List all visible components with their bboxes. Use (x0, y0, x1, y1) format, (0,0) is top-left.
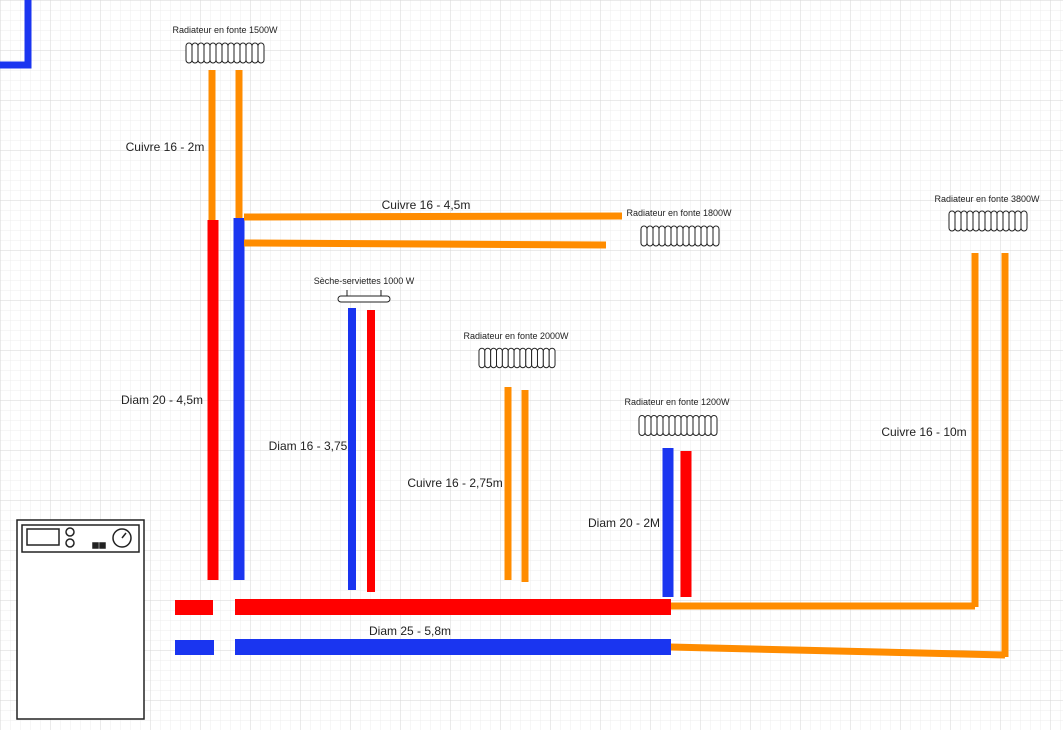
boiler (16, 519, 145, 720)
pipe-label: Cuivre 16 - 2,75m (407, 476, 502, 490)
radiator-label: Radiateur en fonte 1500W (172, 25, 278, 35)
pipe-label: Diam 20 - 4,5m (121, 393, 203, 407)
pipes (0, 0, 1009, 659)
radiator-label: Radiateur en fonte 1200W (624, 397, 730, 407)
radiator-label: Radiateur en fonte 3800W (934, 194, 1040, 204)
pipe-label: Cuivre 16 - 10m (881, 425, 966, 439)
radiator-label: Radiateur en fonte 2000W (463, 331, 569, 341)
radiator-icons (185, 42, 1028, 437)
radiator-label: Radiateur en fonte 1800W (626, 208, 732, 218)
labels: Radiateur en fonte 1500W Radiateur en fo… (121, 25, 1040, 638)
pipe-label: Diam 16 - 3,75 (269, 439, 348, 453)
pipe-label: Diam 20 - 2M (588, 516, 660, 530)
radiator-label: Sèche-serviettes 1000 W (314, 276, 415, 286)
pipe-label: Cuivre 16 - 2m (126, 140, 205, 154)
pipe-label: Diam 25 - 5,8m (369, 624, 451, 638)
pipe-label: Cuivre 16 - 4,5m (382, 198, 471, 212)
